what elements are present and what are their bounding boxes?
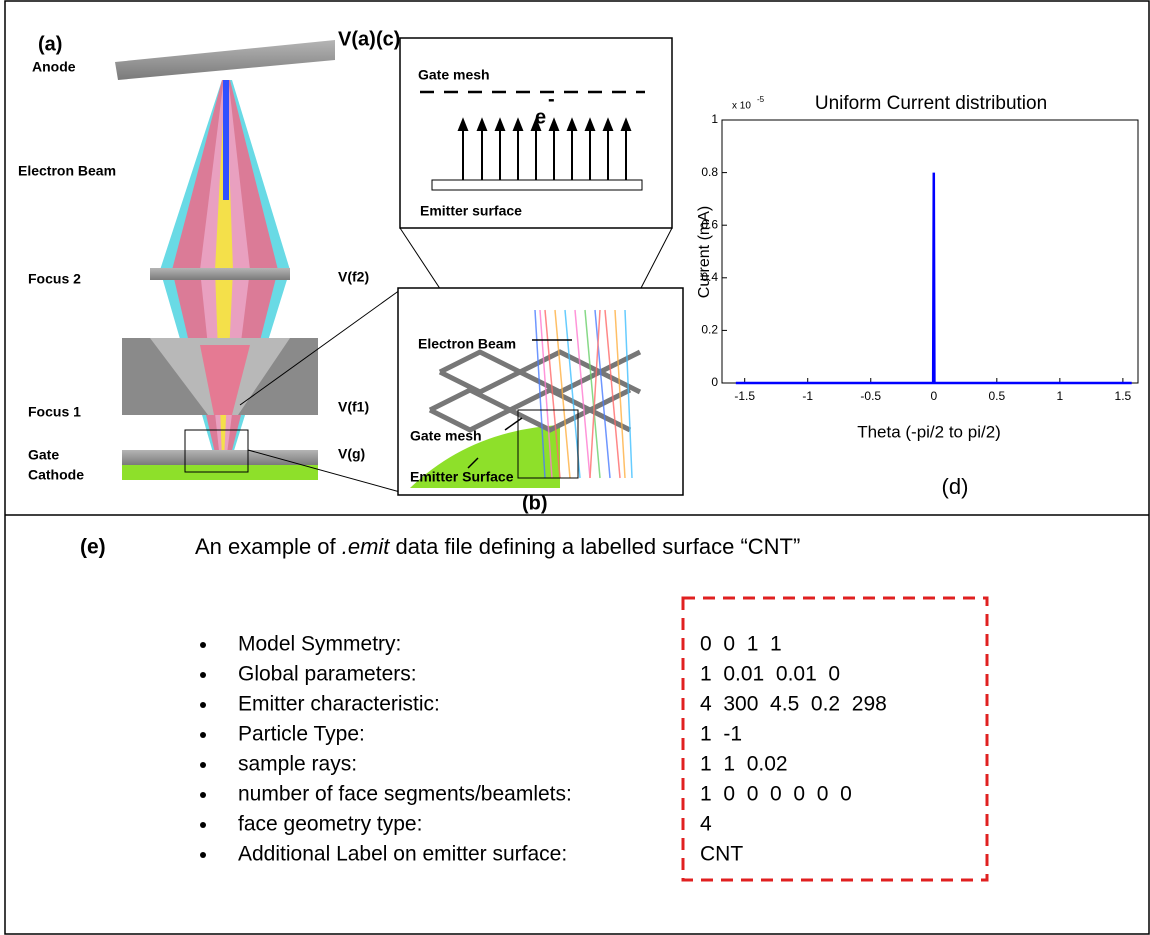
y-tick-label: 1 (711, 112, 718, 126)
x-tick-label: -0.5 (860, 389, 881, 403)
x-tick-label: -1 (802, 389, 813, 403)
parameter-name: Additional Label on emitter surface: (238, 843, 567, 866)
x-tick-label: 0.5 (988, 389, 1005, 403)
label: - (548, 88, 555, 110)
label: Emitter surface (420, 203, 522, 219)
label: Focus 1 (28, 404, 81, 420)
caption-part: data file defining a labelled surface “C… (389, 534, 800, 559)
label: Cathode (28, 467, 84, 483)
voltage-label: V(a) (338, 28, 376, 50)
parameter-value: 4 (700, 813, 712, 836)
label: Gate mesh (410, 428, 482, 444)
chart-title: Uniform Current distribution (815, 93, 1047, 114)
label: Electron Beam (18, 163, 116, 179)
label: Gate (28, 447, 59, 463)
parameter-name: face geometry type: (238, 813, 422, 836)
caption-part: An example of (195, 534, 342, 559)
current-chart: Uniform Current distribution Theta (-pi/… (696, 93, 1138, 499)
y-tick-label: 0.8 (701, 165, 718, 179)
x-tick-label: 1.5 (1115, 389, 1132, 403)
panel-label: (e) (80, 536, 106, 559)
caption: An example of .emit data file defining a… (195, 534, 800, 559)
label: Focus 2 (28, 271, 81, 287)
parameter-name: Global parameters: (238, 663, 417, 686)
parameter-name: sample rays: (238, 753, 357, 776)
bullet (200, 762, 206, 768)
parameter-name: Particle Type: (238, 723, 365, 746)
caption-part: .emit (342, 534, 391, 559)
y-tick-label: 0 (711, 375, 718, 389)
panel-label: (d) (942, 474, 969, 499)
panel-label: (c) (376, 28, 400, 50)
parameter-value: 1 0.01 0.01 0 (700, 663, 840, 686)
parameter-value: 1 -1 (700, 723, 742, 746)
x-tick-label: 0 (930, 389, 937, 403)
parameter-value: 1 1 0.02 (700, 753, 788, 776)
y-tick-label: 0.2 (701, 323, 718, 337)
parameter-name: Emitter characteristic: (238, 693, 440, 716)
voltage-label: V(g) (338, 446, 365, 462)
electron-optics-drawing (115, 40, 400, 492)
y-multiplier-exponent: -5 (757, 95, 765, 104)
panel-label: (b) (522, 492, 548, 514)
parameter-name: number of face segments/beamlets: (238, 783, 572, 806)
parameter-value: 0 0 1 1 (700, 633, 782, 656)
label: Gate mesh (418, 67, 490, 83)
plot-area (722, 120, 1138, 383)
label: Emitter Surface (410, 469, 514, 485)
panel-label: (a) (38, 33, 62, 55)
data-line (736, 173, 1132, 383)
label: e (535, 106, 546, 128)
y-tick-label: 0.4 (701, 270, 718, 284)
figure: (a) Anode Electron Beam Focus 2 Focus 1 … (0, 0, 1150, 935)
bullet (200, 642, 206, 648)
parameter-list: Model Symmetry: 0 0 1 1 Global parameters:… (200, 633, 887, 866)
parameter-value: 4 300 4.5 0.2 298 (700, 693, 887, 716)
bullet (200, 792, 206, 798)
x-tick-label: 1 (1056, 389, 1063, 403)
label: Electron Beam (418, 336, 516, 352)
bullet (200, 852, 206, 858)
x-tick-label: -1.5 (734, 389, 755, 403)
y-multiplier: x 10 (732, 101, 751, 112)
bullet (200, 672, 206, 678)
bullet (200, 702, 206, 708)
y-tick-label: 0.6 (701, 217, 718, 231)
label: Anode (32, 59, 76, 75)
voltage-label: V(f1) (338, 399, 369, 415)
x-axis-label: Theta (-pi/2 to pi/2) (857, 422, 1001, 441)
parameter-value: CNT (700, 843, 743, 866)
voltage-label: V(f2) (338, 269, 369, 285)
gate-mesh-render (398, 288, 683, 495)
parameter-value: 1 0 0 0 0 0 0 (700, 783, 852, 806)
bullet (200, 822, 206, 828)
bullet (200, 732, 206, 738)
parameter-name: Model Symmetry: (238, 633, 401, 656)
